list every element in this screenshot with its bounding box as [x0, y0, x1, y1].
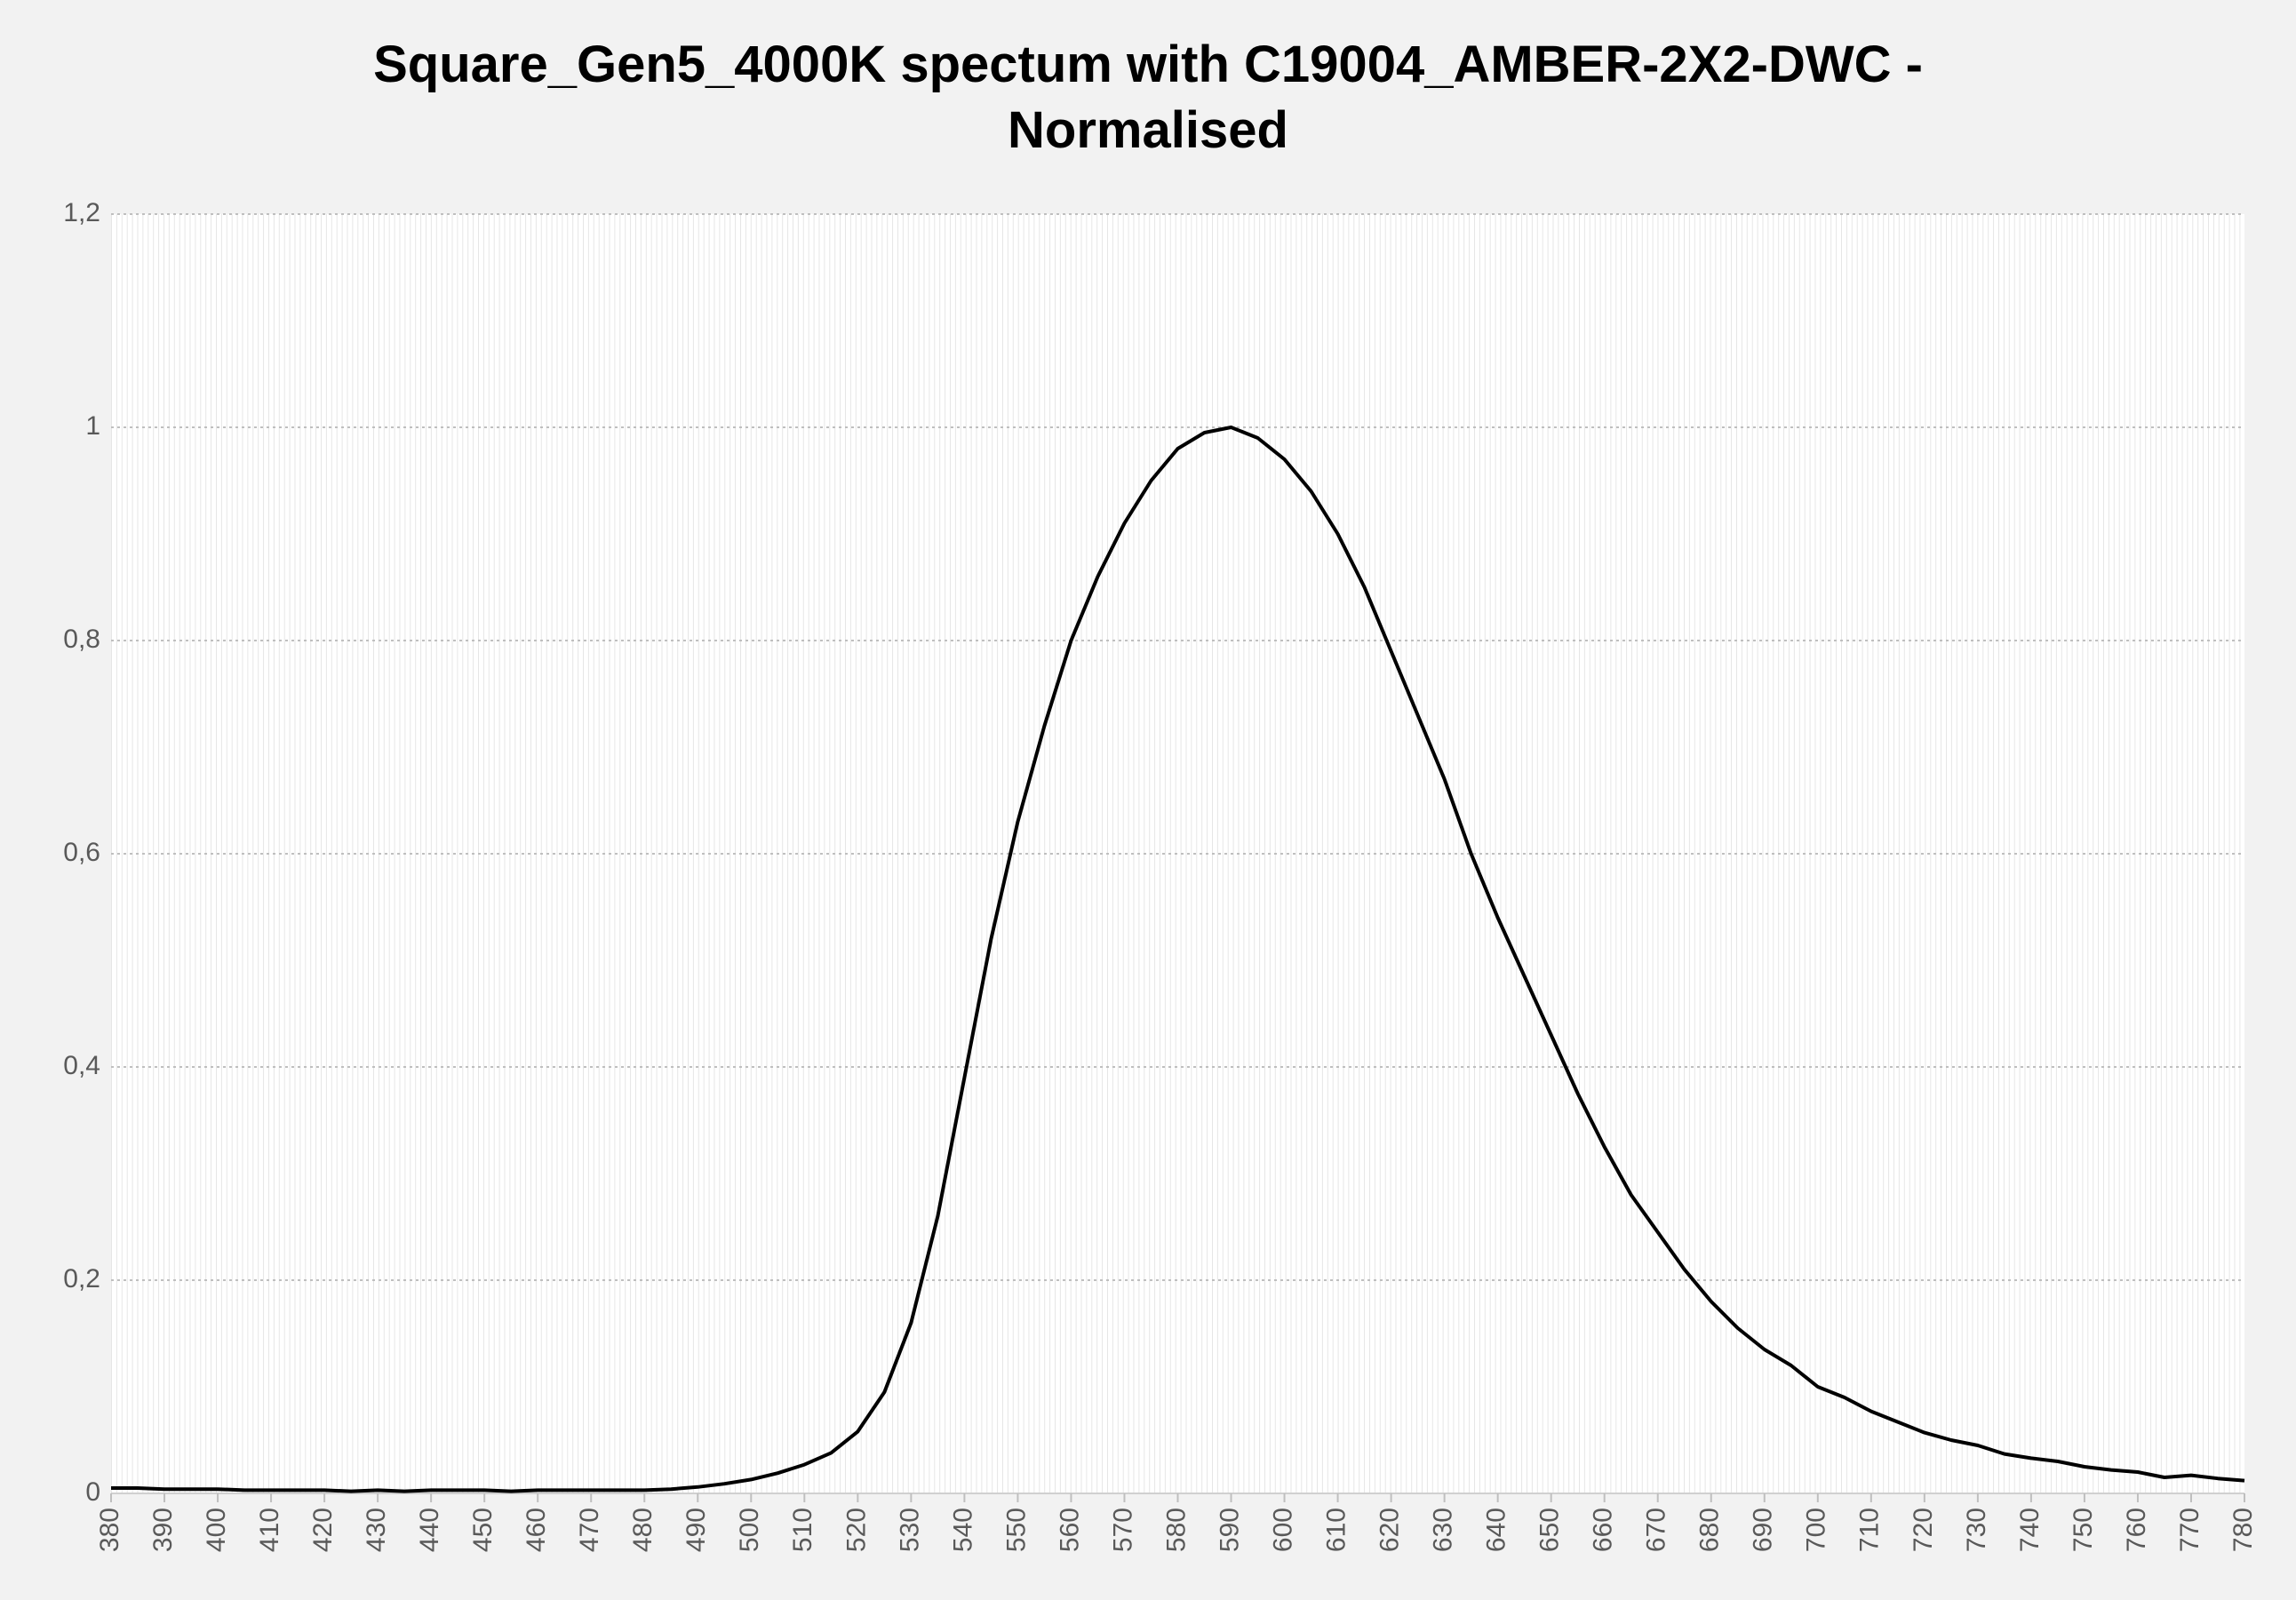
x-tick-label: 490 — [682, 1508, 711, 1552]
x-tick-label: 760 — [2122, 1508, 2151, 1552]
x-tick-label: 390 — [148, 1508, 178, 1552]
y-tick-label: 0 — [85, 1477, 100, 1507]
x-tick-label: 540 — [948, 1508, 977, 1552]
x-tick-label: 660 — [1589, 1508, 1618, 1552]
x-tick-label: 420 — [308, 1508, 338, 1552]
x-tick-label: 500 — [735, 1508, 764, 1552]
y-tick-label: 1 — [85, 411, 100, 441]
x-tick-label: 740 — [2015, 1508, 2045, 1552]
x-tick-label: 690 — [1749, 1508, 1778, 1552]
x-tick-label: 450 — [468, 1508, 498, 1552]
x-tick-label: 700 — [1802, 1508, 1831, 1552]
x-tick-label: 770 — [2175, 1508, 2204, 1552]
x-tick-label: 480 — [628, 1508, 658, 1552]
x-tick-label: 410 — [255, 1508, 284, 1552]
x-tick-label: 400 — [202, 1508, 231, 1552]
y-tick-label: 1,2 — [63, 198, 100, 227]
y-tick-label: 0,4 — [63, 1051, 100, 1080]
x-tick-label: 570 — [1108, 1508, 1137, 1552]
x-tick-label: 720 — [1909, 1508, 1938, 1552]
x-tick-label: 670 — [1642, 1508, 1671, 1552]
x-tick-label: 460 — [522, 1508, 551, 1552]
y-tick-label: 0,6 — [63, 838, 100, 867]
x-tick-label: 580 — [1161, 1508, 1191, 1552]
series-line — [111, 426, 2245, 1493]
x-tick-label: 470 — [575, 1508, 604, 1552]
x-tick-label: 520 — [841, 1508, 871, 1552]
x-tick-label: 380 — [95, 1508, 124, 1552]
x-tick-label: 440 — [415, 1508, 444, 1552]
x-tick-label: 590 — [1215, 1508, 1244, 1552]
x-tick-label: 680 — [1695, 1508, 1725, 1552]
x-tick-label: 750 — [2069, 1508, 2098, 1552]
x-tick-label: 710 — [1855, 1508, 1885, 1552]
chart-title: Square_Gen5_4000K spectum with C19004_AM… — [373, 36, 1923, 159]
x-tick-label: 730 — [1962, 1508, 1991, 1552]
x-tick-label: 510 — [788, 1508, 817, 1552]
y-tick-label: 0,2 — [63, 1264, 100, 1294]
x-tick-label: 630 — [1429, 1508, 1458, 1552]
x-tick-label: 620 — [1375, 1508, 1405, 1552]
x-tick-label: 780 — [2228, 1508, 2258, 1552]
x-tick-label: 550 — [1001, 1508, 1031, 1552]
x-tick-label: 610 — [1321, 1508, 1351, 1552]
x-tick-label: 650 — [1535, 1508, 1565, 1552]
minor-grid — [111, 214, 2244, 1493]
x-tick-label: 560 — [1055, 1508, 1084, 1552]
x-tick-label: 640 — [1482, 1508, 1511, 1552]
x-tick-label: 600 — [1268, 1508, 1297, 1552]
y-tick-label: 0,8 — [63, 625, 100, 654]
x-tick-label: 430 — [362, 1508, 391, 1552]
x-tick-label: 530 — [895, 1508, 924, 1552]
